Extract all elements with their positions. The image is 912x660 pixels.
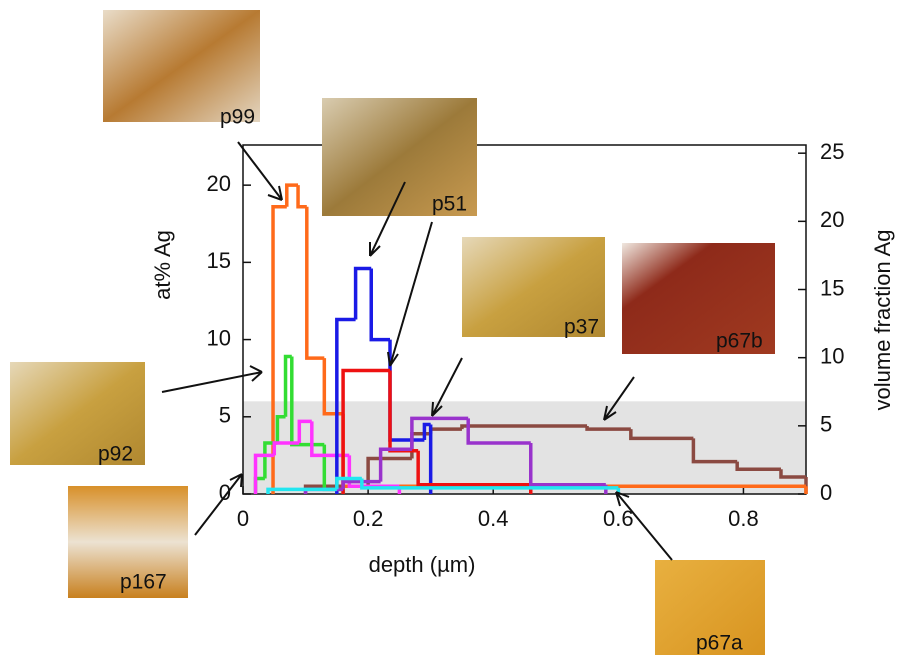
photo — [622, 243, 775, 354]
arrow — [615, 491, 673, 561]
step-segment — [779, 469, 806, 479]
step-segment — [410, 416, 469, 450]
y-tick-label: 10 — [207, 325, 231, 350]
step-segment — [422, 422, 431, 440]
step-segment — [629, 429, 694, 441]
annotation: p99 — [220, 106, 255, 129]
step-segment — [271, 205, 287, 494]
step-segment — [283, 354, 292, 417]
y2-tick-label: 20 — [820, 207, 844, 232]
x-tick-label: 0.6 — [603, 506, 634, 531]
step-segment — [529, 443, 606, 487]
arrows — [161, 141, 673, 561]
y2-axis-label: volume fraction Ag — [870, 230, 895, 411]
arrow — [237, 141, 283, 201]
photo — [10, 362, 145, 465]
photo — [322, 98, 477, 216]
photos — [10, 10, 775, 655]
photo — [462, 237, 605, 337]
y-tick-label: 5 — [219, 403, 231, 428]
step-segment — [353, 266, 372, 320]
photo — [68, 486, 188, 598]
photo — [655, 560, 765, 655]
annotation: p51 — [432, 193, 467, 216]
step-segment — [691, 438, 738, 464]
x-tick-label: 0.8 — [728, 506, 759, 531]
y2-tick-label: 5 — [820, 412, 832, 437]
step-segment — [466, 418, 531, 445]
y2-tick-label: 15 — [820, 275, 844, 300]
arrow — [194, 473, 243, 536]
arrow — [603, 376, 635, 421]
step-segment — [735, 461, 781, 472]
x-axis-label: depth (µm) — [369, 552, 476, 577]
y2-tick-label: 25 — [820, 139, 844, 164]
step-segment — [416, 450, 531, 487]
step-segment — [272, 441, 300, 456]
step-segment — [335, 317, 356, 494]
step-segment — [297, 419, 312, 444]
y2-tick-label: 0 — [820, 480, 832, 505]
y-tick-label: 20 — [207, 171, 231, 196]
arrow — [161, 365, 263, 393]
annotation: p37 — [564, 316, 599, 339]
step-segment — [369, 268, 391, 342]
step-segment — [253, 453, 275, 494]
step-segment — [366, 456, 412, 487]
y-tick-label: 15 — [207, 248, 231, 273]
step-segment — [296, 185, 307, 209]
y-axis-label: at% Ag — [150, 230, 175, 300]
x-tick-label: 0 — [237, 506, 249, 531]
step-segment — [378, 447, 412, 482]
plot-frame — [242, 144, 807, 495]
annotation: p92 — [98, 443, 133, 466]
annotation: p167 — [120, 571, 167, 594]
step-segment — [335, 476, 362, 490]
arrow — [387, 221, 433, 367]
annotation: p67b — [716, 330, 763, 353]
y2-tick-label: 10 — [820, 343, 844, 368]
step-segment — [341, 368, 391, 494]
step-segment — [341, 479, 381, 490]
annotation: p67a — [696, 632, 743, 655]
arrow — [369, 181, 406, 257]
x-tick-label: 0.4 — [478, 506, 509, 531]
x-tick-label: 0.2 — [353, 506, 384, 531]
step-segment — [266, 487, 337, 494]
step-segment — [275, 415, 286, 444]
step-segment — [285, 183, 299, 207]
step-segment — [460, 424, 588, 430]
arrow — [431, 357, 463, 417]
step-segment — [360, 478, 619, 490]
step-segment — [585, 426, 631, 431]
photo — [103, 10, 260, 122]
step-segment — [305, 206, 325, 360]
